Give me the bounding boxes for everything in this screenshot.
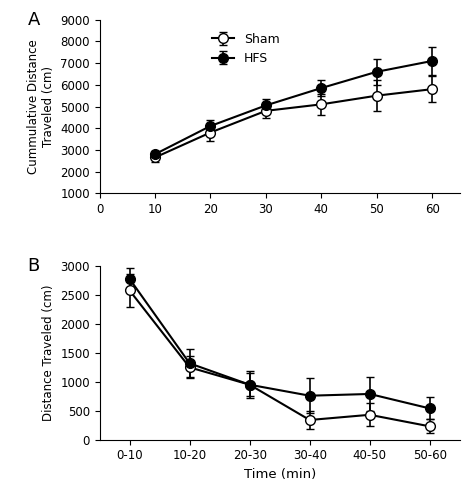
Text: B: B [27,257,40,276]
Legend: Sham, HFS: Sham, HFS [207,28,285,70]
Text: A: A [27,11,40,29]
Y-axis label: Distance Traveled (cm): Distance Traveled (cm) [42,285,55,421]
X-axis label: Time (min): Time (min) [244,468,316,481]
Y-axis label: Cummulative Distance
Traveled (cm): Cummulative Distance Traveled (cm) [27,39,55,174]
